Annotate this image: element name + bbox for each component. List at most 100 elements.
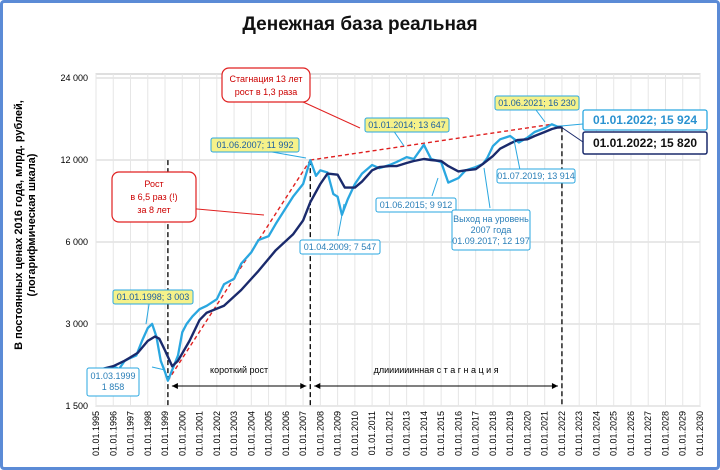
smoothed-point: [319, 183, 322, 185]
x-tick-label: 01.01.2012: [384, 411, 394, 456]
pointer-2009: [337, 203, 345, 237]
growth-callout-box: [111, 171, 197, 223]
growth-callout-text: за 8 лет: [137, 205, 170, 215]
monthly-point: [146, 327, 149, 329]
annotation-2019: 01.07.2019; 13 914: [496, 168, 576, 184]
monthly-point: [159, 359, 162, 362]
x-tick-label: 01.01.2010: [350, 411, 360, 456]
annotation-1999-text: 1 858: [102, 382, 125, 392]
monthly-point: [533, 131, 536, 133]
x-tick-label: 01.01.2000: [177, 411, 187, 456]
smoothed-point: [326, 172, 329, 175]
monthly-point: [185, 323, 188, 325]
smoothed-point: [198, 319, 201, 321]
monthly-point: [447, 181, 450, 184]
smoothed-point: [378, 166, 381, 168]
annotation-2015-box: [375, 197, 457, 213]
monthly-point: [457, 177, 460, 179]
growth-callout-text: Рост: [144, 179, 163, 189]
x-tick-label: 01.01.2007: [298, 411, 308, 456]
monthly-point: [336, 195, 339, 198]
smoothed-point: [205, 311, 208, 314]
x-tick-label: 01.01.2002: [212, 411, 222, 456]
annotation-2021-text: 01.06.2021; 16 230: [498, 98, 576, 108]
x-tick-label: 01.01.2029: [678, 411, 688, 456]
pointer-1999: [151, 366, 166, 371]
annotation-end-light: 01.01.2022; 15 924: [582, 109, 708, 131]
monthly-point: [191, 315, 194, 318]
annotation-2007-box: [210, 137, 300, 153]
monthly-point: [551, 123, 553, 126]
annotation-1998-text: 01.01.1998; 3 003: [117, 292, 190, 302]
smoothed-point: [177, 359, 179, 362]
monthly-point: [395, 161, 398, 163]
x-tick-label: 01.01.2028: [660, 411, 670, 456]
x-tick-label: 01.01.2027: [643, 411, 653, 456]
monthly-point: [518, 141, 520, 144]
smoothed-point: [543, 131, 546, 133]
monthly-point: [141, 340, 143, 342]
x-tick-label: 01.01.2019: [505, 411, 515, 456]
annotation-end-light-box: [582, 109, 708, 131]
monthly-point: [499, 138, 501, 141]
annotation-1998-box: [112, 289, 194, 305]
annotation-2014: 01.01.2014; 13 647: [364, 117, 450, 133]
smoothed-point: [309, 201, 312, 203]
smoothed-point: [371, 169, 373, 172]
x-tick-label: 01.01.2005: [264, 411, 274, 456]
smoothed-point: [474, 168, 477, 171]
monthly-point: [423, 143, 425, 146]
smoothed-point: [457, 170, 460, 173]
stagnation-callout: Стагнация 13 лет рост в 1,3 раза: [221, 67, 311, 103]
smoothed-point: [274, 249, 277, 251]
smoothed-point: [388, 165, 391, 167]
pointer-2007: [271, 151, 307, 159]
monthly-point: [302, 183, 304, 185]
x-tick-label: 01.01.2003: [229, 411, 239, 456]
smoothed-point: [516, 139, 519, 141]
x-tick-label: 01.01.2013: [402, 411, 412, 456]
pointer-2021: [535, 109, 546, 123]
pointer-2014: [392, 129, 405, 147]
monthly-point: [361, 172, 363, 175]
annotation-2014-text: 01.01.2014; 13 647: [368, 120, 446, 130]
y-tick-label: 1 500: [65, 401, 88, 411]
y-tick-label: 24 000: [60, 73, 88, 83]
pointer-2017: [483, 167, 491, 209]
long-stagnation-label: длиииииинная с т а г н а ц и я: [374, 365, 499, 375]
monthly-point: [198, 308, 201, 310]
monthly-point: [354, 183, 356, 185]
annotation-end-light-text: 01.01.2022; 15 924: [593, 113, 697, 127]
smoothed-series-line: [101, 126, 562, 371]
annotation-2009-text: 01.04.2009; 7 547: [304, 242, 377, 252]
smoothed-point: [123, 359, 126, 362]
x-tick-label: 01.01.1999: [160, 411, 170, 456]
smoothed-point: [533, 135, 536, 137]
annotation-end-dark: 01.01.2022; 15 820: [582, 131, 708, 155]
annotation-1998: 01.01.1998; 3 003: [112, 289, 194, 305]
x-tick-label: 01.01.2009: [333, 411, 343, 456]
annotation-2019-text: 01.07.2019; 13 914: [497, 171, 575, 181]
monthly-point: [486, 157, 488, 159]
annotation-2009-box: [299, 239, 381, 255]
monthly-point: [216, 298, 218, 300]
smoothed-point: [556, 126, 559, 129]
monthly-point: [315, 174, 317, 177]
pointer-end-dark: [560, 126, 584, 143]
smoothed-point: [223, 304, 225, 307]
x-tick-label: 01.01.2008: [315, 411, 325, 456]
smoothed-point: [430, 159, 432, 161]
monthly-point: [240, 262, 243, 265]
monthly-point: [413, 158, 415, 160]
smoothed-point: [257, 270, 260, 272]
smoothed-point: [302, 219, 304, 222]
short-growth-label: короткий рост: [210, 365, 268, 375]
x-tick-label: 01.01.2015: [436, 411, 446, 456]
annotation-2019-box: [496, 168, 576, 184]
x-tick-label: 01.01.2004: [246, 411, 256, 456]
monthly-point: [257, 239, 260, 241]
stagnation-callout-text: Стагнация 13 лет: [230, 74, 303, 84]
x-tick-label: 01.01.2024: [591, 411, 601, 456]
